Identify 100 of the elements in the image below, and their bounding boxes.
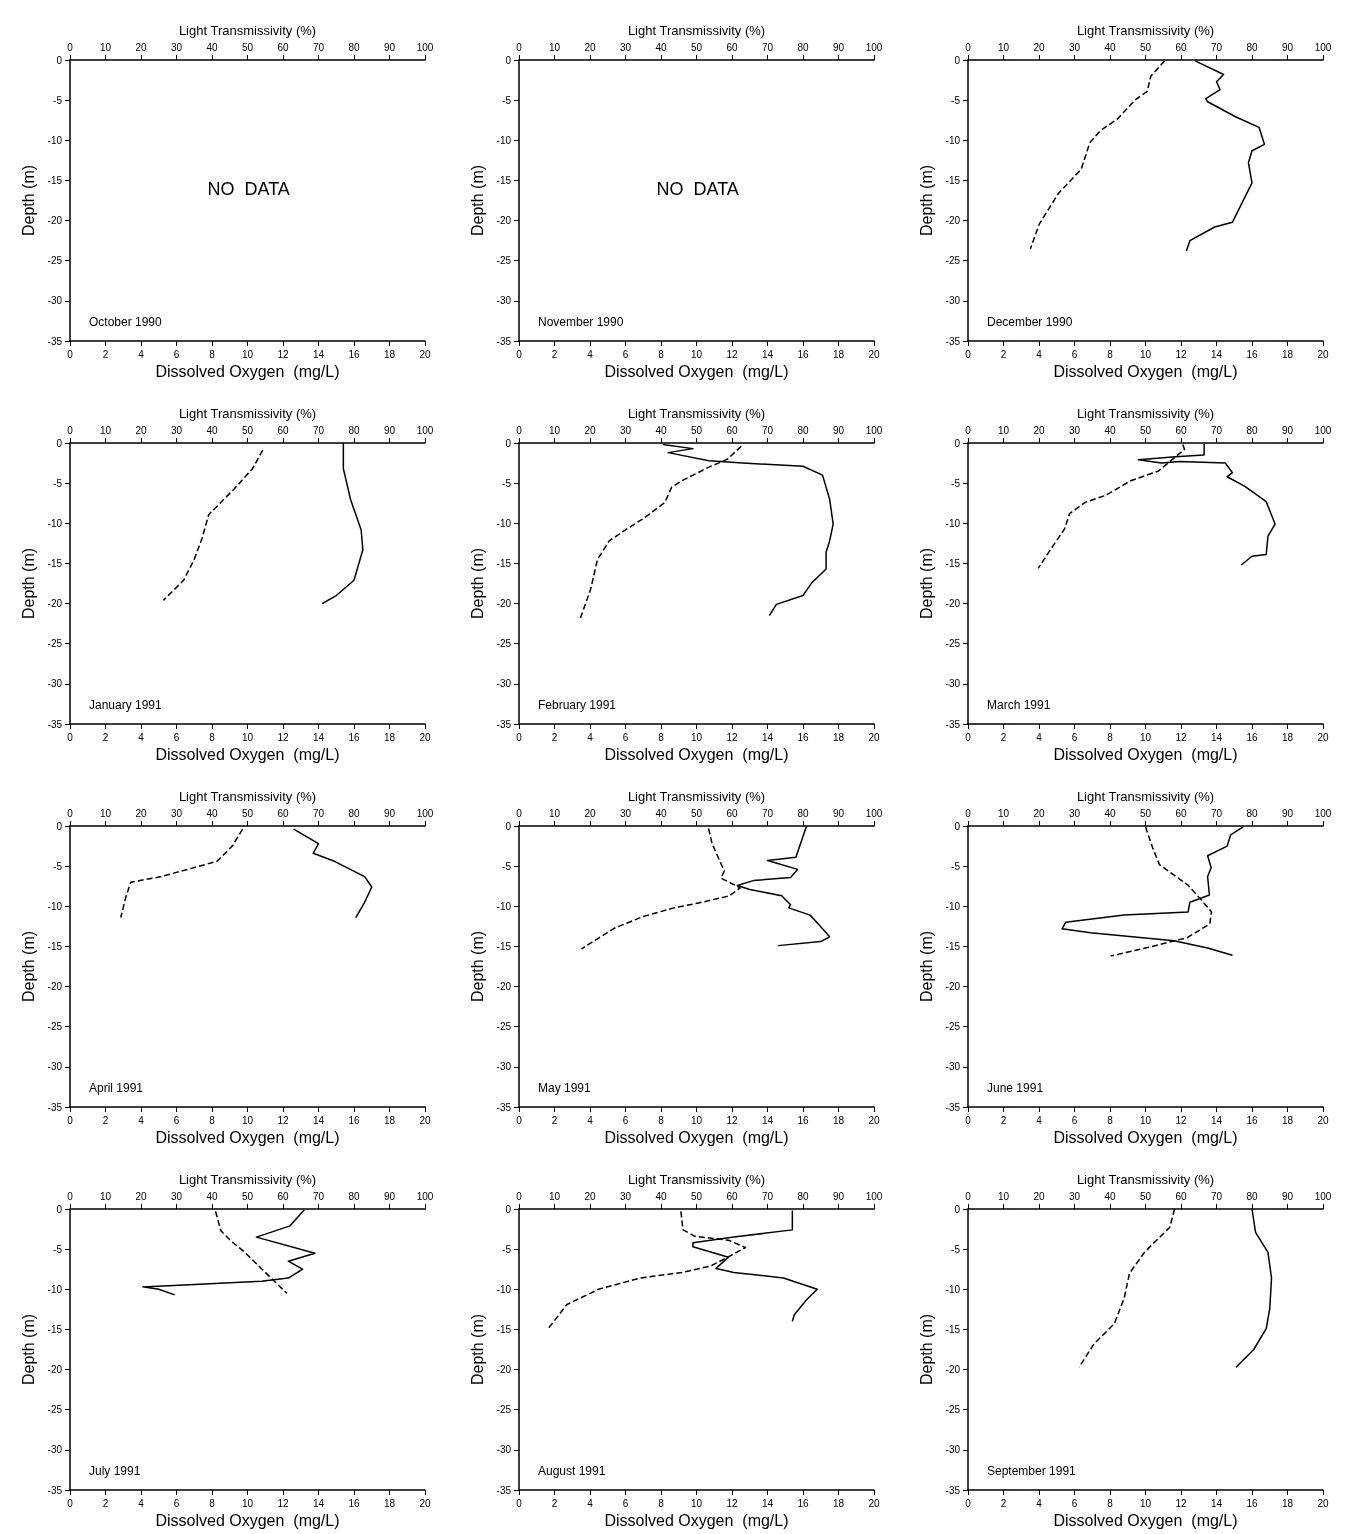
x2-tick-label: 0 [516,424,523,436]
x2-axis-title: Light Transmissivity (%) [178,789,317,805]
x-tick-label: 14 [761,348,774,360]
x-tick-label: 8 [658,731,665,743]
x-tick-label: 4 [138,348,145,360]
y-tick-label: 0 [954,1203,961,1215]
y-tick-label: -10 [496,900,512,912]
x-tick-label: 20 [868,348,880,360]
x2-axis-title: Light Transmissivity (%) [178,406,317,422]
x2-tick-label: 80 [348,807,360,819]
y-tick-label: -10 [496,1283,512,1295]
x2-tick-label: 20 [584,1190,596,1202]
x2-tick-label: 60 [726,1190,738,1202]
y-tick-label: 0 [954,437,961,449]
y-tick-label: -20 [945,1364,961,1376]
x-tick-label: 2 [551,1497,558,1509]
x2-tick-label: 20 [135,1190,147,1202]
y-tick-label: -25 [47,1404,63,1416]
x2-tick-label: 80 [797,807,809,819]
y-tick-label: 0 [505,820,512,832]
x2-tick-label: 30 [170,1190,183,1202]
x-tick-label: 6 [1071,1114,1078,1126]
x-tick-label: 4 [1036,1497,1043,1509]
x2-tick-label: 0 [965,1190,972,1202]
x-tick-label: 8 [658,1497,665,1509]
y-tick-label: -35 [496,335,512,347]
x-tick-label: 18 [383,1497,396,1509]
x2-tick-label: 50 [690,424,703,436]
y-tick-label: -30 [945,295,961,307]
x-tick-label: 10 [241,1114,254,1126]
y-tick-label: -5 [951,1243,961,1255]
x2-tick-label: 90 [1281,424,1294,436]
x-tick-label: 4 [587,348,594,360]
x-tick-label: 6 [622,1114,629,1126]
y-tick-label: -35 [47,335,63,347]
y-tick-label: -35 [47,1484,63,1496]
y-tick-label: -30 [47,295,63,307]
x-tick-label: 8 [1107,1497,1114,1509]
x-tick-label: 18 [1281,731,1294,743]
x2-tick-label: 80 [348,1190,360,1202]
y-tick-label: -20 [47,598,63,610]
x-tick-label: 10 [690,1497,703,1509]
x2-tick-label: 70 [312,424,325,436]
text: June 1991 [987,1081,1044,1095]
y-tick-label: -5 [53,1243,63,1255]
x2-tick-label: 80 [348,41,360,53]
x-tick-label: 20 [868,1114,880,1126]
x2-tick-label: 90 [383,41,396,53]
x2-tick-label: 20 [1033,424,1045,436]
x2-axis-title: Light Transmissivity (%) [178,1172,317,1188]
x-tick-label: 0 [67,731,74,743]
x-tick-label: 12 [277,1114,289,1126]
x-tick-label: 16 [348,1497,360,1509]
y-tick-label: -25 [496,638,512,650]
x-tick-label: 18 [1281,1497,1294,1509]
x-tick-label: 14 [761,1497,774,1509]
x-tick-label: 0 [965,1497,972,1509]
y-tick-label: -10 [47,900,63,912]
x2-tick-label: 90 [832,807,845,819]
x-tick-label: 14 [312,731,325,743]
y-tick-label: 0 [954,820,961,832]
x2-tick-label: 100 [865,424,883,436]
x-tick-label: 10 [1139,1497,1152,1509]
x-axis-title: Dissolved Oxygen (mg/L) [1053,746,1238,764]
x2-tick-label: 80 [348,424,360,436]
x-tick-label: 2 [102,348,109,360]
x2-axis-title: Light Transmissivity (%) [627,789,766,805]
x2-tick-label: 70 [761,41,774,53]
x2-axis-title: Light Transmissivity (%) [1076,789,1215,805]
x2-axis-title: Light Transmissivity (%) [627,406,766,422]
x2-tick-label: 0 [67,41,74,53]
y-axis-title: Depth (m) [917,1313,935,1386]
y-tick-label: -15 [47,174,63,186]
x-tick-label: 20 [1317,348,1329,360]
x-tick-label: 12 [1175,1497,1187,1509]
x2-tick-label: 90 [383,424,396,436]
x-tick-label: 2 [1000,731,1007,743]
x-tick-label: 4 [587,731,594,743]
x-tick-label: 16 [797,1497,809,1509]
x2-tick-label: 30 [170,807,183,819]
x-tick-label: 8 [658,348,665,360]
x2-tick-label: 80 [797,1190,809,1202]
x-axis-title: Dissolved Oxygen (mg/L) [1053,1512,1238,1530]
x-tick-label: 6 [173,731,180,743]
y-tick-label: -30 [47,1061,63,1073]
x-tick-label: 18 [1281,348,1294,360]
y-tick-label: -15 [945,174,961,186]
y-tick-label: -25 [945,255,961,267]
x-tick-label: 14 [761,731,774,743]
y-tick-label: -30 [945,678,961,690]
y-axis-title: Depth (m) [468,930,486,1003]
x2-tick-label: 50 [241,41,254,53]
y-tick-label: -35 [496,1101,512,1113]
y-tick-label: 0 [954,54,961,66]
x2-axis-title: Light Transmissivity (%) [178,23,317,39]
y-tick-label: -10 [496,134,512,146]
y-tick-label: 0 [56,820,63,832]
x-tick-label: 10 [1139,348,1152,360]
x2-tick-label: 10 [997,1190,1010,1202]
x-tick-label: 10 [241,731,254,743]
